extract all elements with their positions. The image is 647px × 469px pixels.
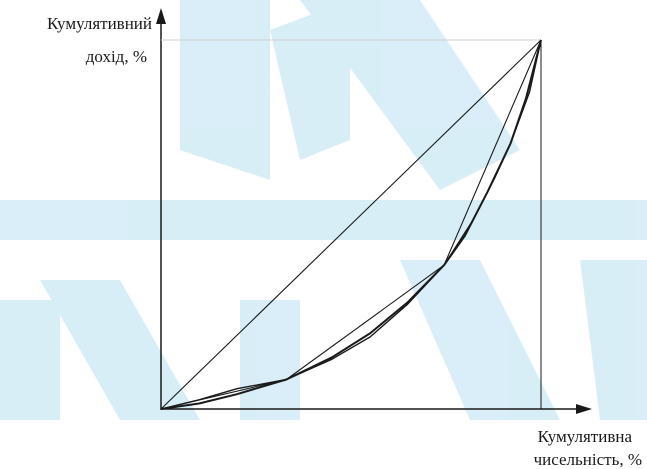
- series-line-equality: [160, 39, 542, 410]
- y-axis-arrow-icon: [156, 8, 166, 24]
- y-axis-label-line-1: Кумулятивний: [47, 14, 152, 33]
- series-layer: [160, 39, 542, 410]
- series-line-polyline: [160, 39, 542, 410]
- series-line-curve-b: [160, 39, 542, 410]
- y-axis-label-line-2: дохід, %: [86, 47, 147, 66]
- x-axis-label-line-1: Кумулятивна: [538, 427, 633, 446]
- watermark-logo: [0, 0, 647, 420]
- x-axis-label-line-2: чисельність, %: [534, 450, 642, 469]
- x-axis-arrow-icon: [576, 404, 592, 414]
